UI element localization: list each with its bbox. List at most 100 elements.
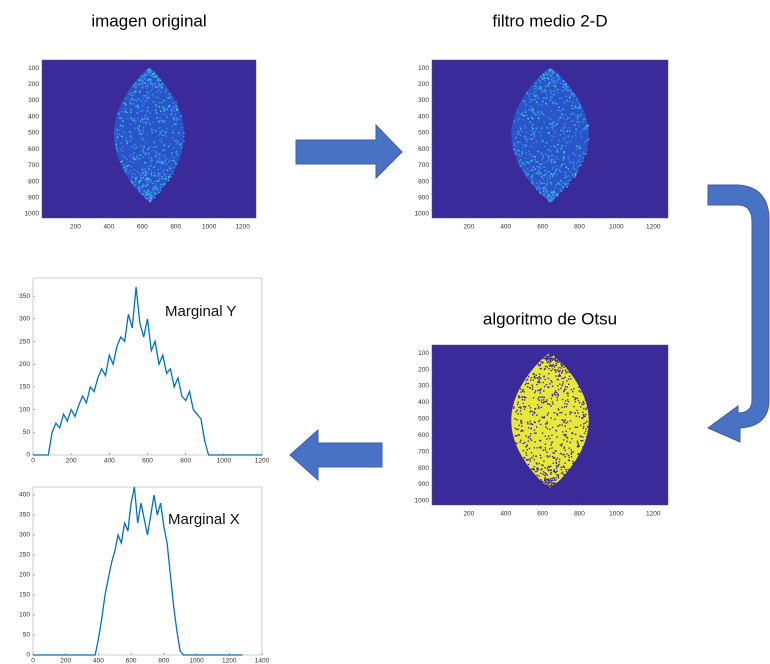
y-tick-label: 1000 [415, 211, 430, 218]
speckle [156, 91, 157, 92]
speckle [180, 144, 181, 145]
speckle [529, 122, 530, 123]
speckle [548, 171, 549, 172]
speckle [578, 454, 579, 455]
speckle [580, 133, 581, 134]
speckle [132, 118, 133, 119]
speckle [141, 87, 142, 88]
speckle [154, 76, 155, 77]
speckle [551, 163, 552, 164]
speckle [132, 157, 133, 158]
speckle [577, 161, 578, 162]
speckle [554, 197, 555, 198]
speckle [141, 178, 142, 179]
speckle [547, 359, 548, 360]
speckle [535, 168, 536, 169]
speckle [529, 93, 530, 94]
speckle [561, 190, 562, 191]
speckle [138, 158, 139, 159]
speckle [580, 148, 581, 149]
speckle [563, 156, 564, 157]
speckle [151, 165, 152, 166]
speckle [563, 420, 564, 421]
speckle [532, 169, 533, 170]
speckle [118, 113, 119, 114]
speckle [539, 376, 540, 377]
speckle [127, 118, 128, 119]
speckle [151, 192, 152, 193]
speckle [541, 469, 542, 470]
speckle [584, 141, 585, 142]
speckle [131, 100, 132, 101]
y-tick-label: 900 [28, 194, 39, 201]
speckle [137, 171, 138, 172]
speckle [586, 408, 587, 409]
speckle [135, 82, 136, 83]
speckle [559, 370, 560, 371]
speckle [549, 70, 550, 71]
speckle [137, 112, 138, 113]
speckle [555, 471, 556, 472]
speckle [574, 95, 575, 96]
speckle [577, 98, 578, 99]
x-tick-label: 400 [500, 224, 511, 231]
speckle [155, 156, 156, 157]
speckle [139, 126, 140, 127]
speckle [165, 159, 166, 160]
speckle [567, 437, 568, 438]
speckle [140, 154, 141, 155]
y-tick-label: 400 [28, 113, 39, 120]
speckle [117, 137, 118, 138]
speckle [537, 188, 538, 189]
speckle [552, 442, 553, 443]
speckle [564, 84, 565, 85]
speckle [173, 132, 174, 133]
speckle [150, 84, 151, 85]
speckle [124, 132, 125, 133]
speckle [550, 96, 551, 97]
speckle [580, 165, 581, 166]
speckle [148, 74, 149, 75]
speckle [520, 442, 521, 443]
speckle [568, 168, 569, 169]
speckle [173, 119, 174, 120]
speckle [142, 132, 143, 133]
speckle [544, 386, 545, 387]
speckle [573, 167, 574, 168]
speckle [558, 359, 559, 360]
speckle [540, 396, 541, 397]
speckle [572, 451, 573, 452]
speckle [559, 459, 560, 460]
speckle [149, 157, 150, 158]
speckle [141, 134, 142, 135]
speckle [539, 389, 540, 390]
speckle [524, 125, 525, 126]
y-tick-label: 200 [418, 81, 429, 88]
speckle [524, 137, 525, 138]
speckle [548, 117, 549, 118]
speckle [536, 415, 537, 416]
speckle [583, 416, 584, 417]
speckle [156, 154, 157, 155]
speckle [548, 368, 549, 369]
speckle [149, 70, 150, 71]
speckle [518, 397, 519, 398]
speckle [121, 146, 122, 147]
y-tick-label: 500 [28, 130, 39, 137]
speckle [145, 198, 146, 199]
speckle [135, 179, 136, 180]
speckle [557, 414, 558, 415]
speckle [541, 407, 542, 408]
speckle [130, 103, 131, 104]
speckle [160, 117, 161, 118]
x-tick-label: 0 [31, 658, 35, 664]
speckle [567, 90, 568, 91]
speckle [566, 441, 567, 442]
arrow-right [296, 125, 402, 178]
speckle [148, 147, 149, 148]
speckle [125, 140, 126, 141]
speckle [518, 407, 519, 408]
speckle [159, 155, 160, 156]
speckle [521, 165, 522, 166]
speckle [171, 111, 172, 112]
